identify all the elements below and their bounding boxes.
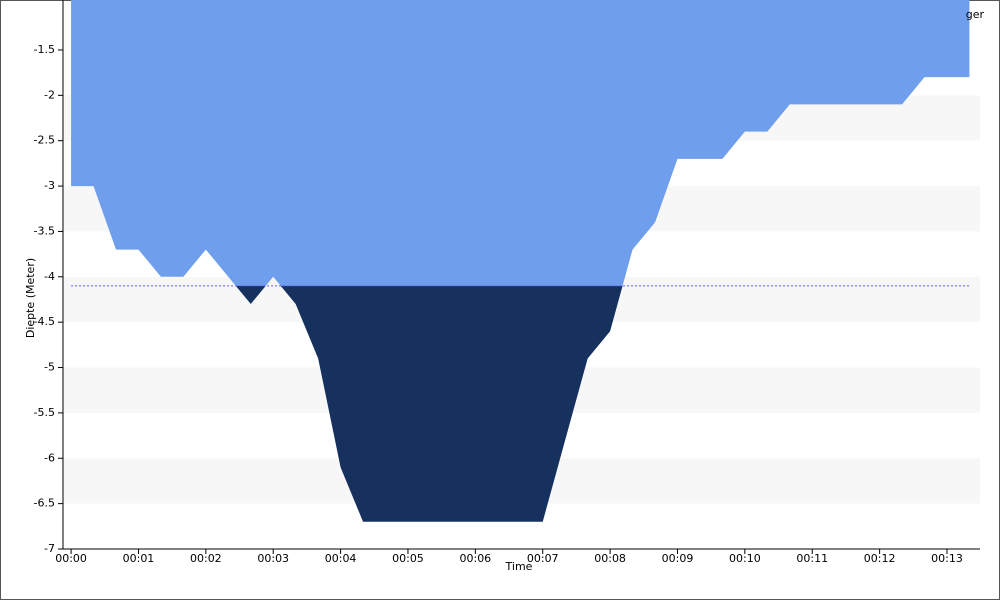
x-tick-label: 00:05 [392, 552, 424, 565]
y-tick-label: -5.5 [34, 406, 55, 419]
x-tick-label: 00:04 [325, 552, 357, 565]
y-tick-label: -1.5 [34, 43, 55, 56]
x-tick-label: 00:11 [796, 552, 828, 565]
x-tick-label: 00:01 [123, 552, 155, 565]
x-tick-label: 00:07 [527, 552, 559, 565]
x-tick-label: 00:06 [459, 552, 491, 565]
x-axis-label: Time [505, 560, 533, 573]
x-tick-label: 00:00 [55, 552, 87, 565]
y-tick-label: -4 [44, 270, 55, 283]
y-tick-label: -2 [44, 88, 55, 101]
x-tick-label: 00:02 [190, 552, 222, 565]
legend-label: ger [966, 8, 985, 21]
x-tick-label: 00:08 [594, 552, 626, 565]
y-tick-label: -6 [44, 451, 55, 464]
y-tick-label: -4.5 [34, 315, 55, 328]
x-tick-label: 00:10 [729, 552, 761, 565]
y-tick-label: -7 [44, 542, 55, 555]
y-tick-label: -2.5 [34, 134, 55, 147]
y-tick-label: -6.5 [34, 497, 55, 510]
x-tick-label: 00:09 [662, 552, 694, 565]
y-tick-label: -3.5 [34, 224, 55, 237]
y-tick-label: -3 [44, 179, 55, 192]
area-below-threshold [235, 285, 623, 522]
y-axis-label: Diepte (Meter) [24, 258, 37, 338]
x-tick-label: 00:13 [931, 552, 963, 565]
area [71, 0, 970, 286]
x-tick-label: 00:12 [864, 552, 896, 565]
y-tick-label: -5 [44, 361, 55, 374]
x-tick-label: 00:03 [257, 552, 289, 565]
